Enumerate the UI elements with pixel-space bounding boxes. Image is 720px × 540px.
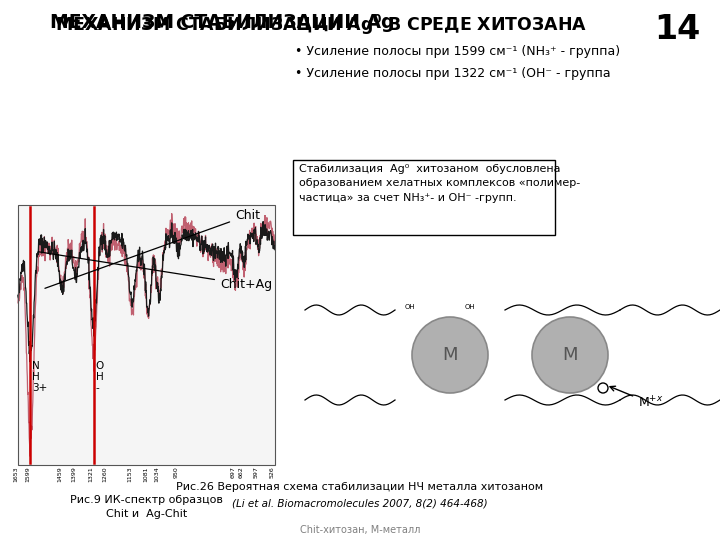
Text: 14: 14 [654, 13, 700, 46]
Text: Рис.26 Вероятная схема стабилизации НЧ металла хитозаном: Рис.26 Вероятная схема стабилизации НЧ м… [176, 482, 544, 492]
Text: N
H
3+: N H 3+ [32, 361, 48, 393]
Bar [18, 205, 275, 465]
Text: Рис.9 ИК-спектр образцов: Рис.9 ИК-спектр образцов [70, 495, 223, 505]
Text: 1034: 1034 [154, 466, 159, 482]
Text: • Усиление полосы при 1322 см⁻¹ (OH⁻ - группа: • Усиление полосы при 1322 см⁻¹ (OH⁻ - г… [295, 67, 611, 80]
Text: $\mathbf{МЕХАНИЗМ\ СТАБИЛИЗАЦИИ\ Ag^0\ В\ СРЕДЕ\ ХИТОЗАНА}$: $\mathbf{МЕХАНИЗМ\ СТАБИЛИЗАЦИИ\ Ag^0\ В… [55, 13, 587, 37]
Text: 1653: 1653 [13, 466, 18, 482]
Text: М: М [562, 346, 577, 364]
Text: Chit и  Ag-Chit: Chit и Ag-Chit [106, 509, 187, 519]
Text: 1399: 1399 [71, 466, 76, 482]
Text: 1153: 1153 [127, 466, 132, 482]
Text: 1459: 1459 [57, 466, 62, 482]
Circle shape [598, 383, 608, 393]
Text: 1081: 1081 [143, 466, 148, 482]
Circle shape [412, 317, 488, 393]
Text: 1260: 1260 [103, 466, 107, 482]
Text: 1599: 1599 [25, 466, 30, 482]
Text: 662: 662 [239, 466, 244, 478]
Text: Chit+Ag: Chit+Ag [38, 252, 272, 291]
Text: 597: 597 [254, 466, 258, 478]
Text: O
H
-: O H - [96, 361, 104, 393]
Bar [293, 160, 555, 235]
Text: 1321: 1321 [89, 466, 94, 482]
Text: Chit: Chit [45, 209, 260, 288]
Text: (Li et al. Biomacromolecules 2007, 8(2) 464-468): (Li et al. Biomacromolecules 2007, 8(2) … [232, 498, 488, 508]
Text: 526: 526 [270, 466, 275, 478]
Text: Стабилизация  Ag⁰  хитозаном  обусловлена
образованием хелатных комплексов «поли: Стабилизация Ag⁰ хитозаном обусловлена о… [299, 164, 580, 203]
Text: Chit-хитозан, М-металл: Chit-хитозан, М-металл [300, 525, 420, 535]
Bar [18, 205, 275, 465]
Text: OH: OH [405, 304, 415, 310]
Text: МЕХАНИЗМ СТАБИЛИЗАЦИИ Ag: МЕХАНИЗМ СТАБИЛИЗАЦИИ Ag [50, 13, 395, 32]
Text: M$^{+x}$: M$^{+x}$ [610, 386, 664, 411]
Text: 950: 950 [174, 466, 179, 478]
Text: O: O [437, 324, 443, 330]
Circle shape [532, 317, 608, 393]
Text: 697: 697 [231, 466, 236, 478]
Text: • Усиление полосы при 1599 см⁻¹ (NH₃⁺ - группа): • Усиление полосы при 1599 см⁻¹ (NH₃⁺ - … [295, 45, 620, 58]
Text: М: М [442, 346, 458, 364]
Text: OH: OH [464, 304, 475, 310]
